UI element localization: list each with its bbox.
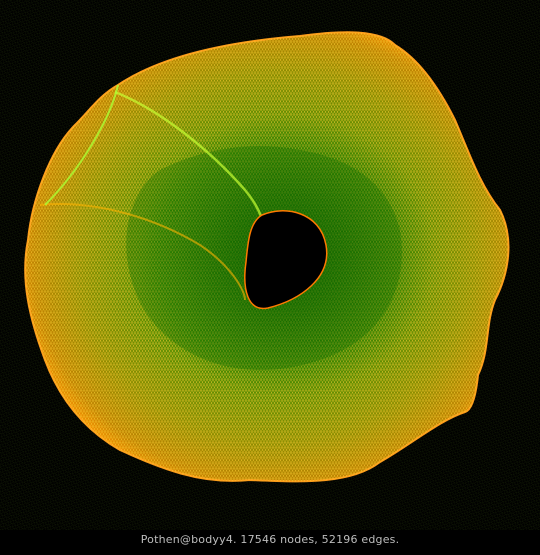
graph-caption: Pothen@bodyy4. 17546 nodes, 52196 edges.: [140, 533, 400, 546]
central-hole: [244, 210, 328, 310]
mesh-graph-drawing: [0, 0, 540, 530]
